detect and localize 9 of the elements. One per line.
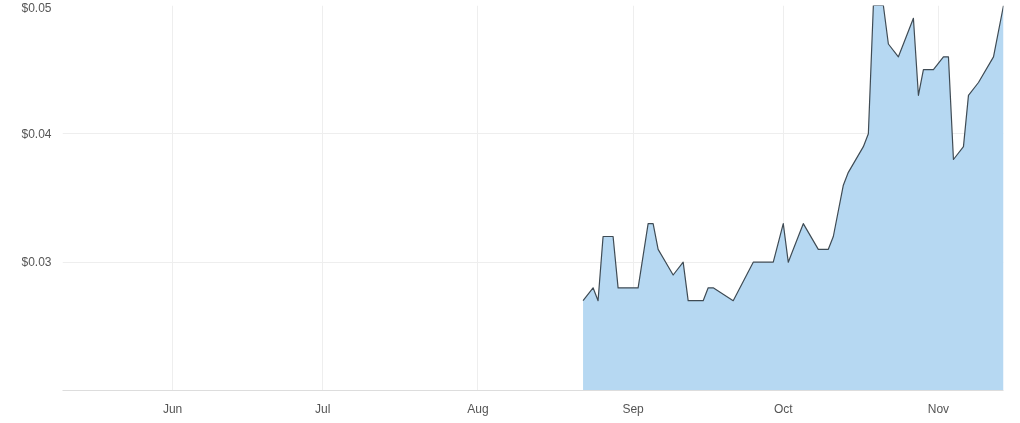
x-tick-label: Sep xyxy=(622,401,645,416)
x-tick-label: Jul xyxy=(315,401,331,416)
y-tick-label: $0.04 xyxy=(21,126,52,141)
x-tick-label: Jun xyxy=(162,401,183,416)
x-tick-label: Nov xyxy=(927,401,950,416)
y-tick-label: $0.05 xyxy=(21,0,52,15)
x-tick-label: Aug xyxy=(467,401,489,416)
x-tick-label: Oct xyxy=(773,401,794,416)
y-tick-label: $0.03 xyxy=(21,255,52,270)
